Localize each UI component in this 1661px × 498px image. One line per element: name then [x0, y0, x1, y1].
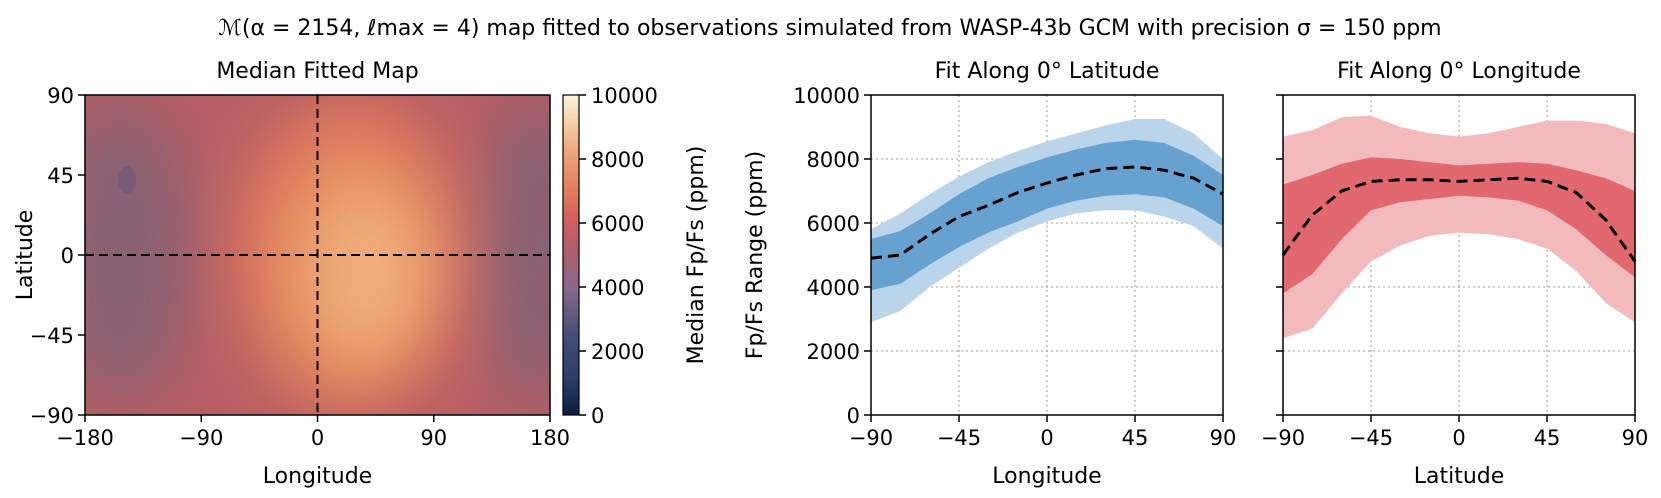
- latitude-fit-panel: Fit Along 0° Latitude −90 −45 0 45 90 10000 8…: [743, 59, 1236, 489]
- heatmap-ylabel: Latitude: [13, 210, 38, 301]
- heatmap-xtick-label: −90: [179, 426, 223, 450]
- longitude-fit-x-ticks: −90 −45 0 45 90: [1261, 415, 1649, 450]
- latitude-fit-xtick-label: −90: [849, 426, 893, 450]
- longitude-fit-panel: Fit Along 0° Longitude −90 −45 0 45 90 Latit…: [1261, 59, 1649, 489]
- latitude-fit-ytick-label: 0: [847, 404, 860, 428]
- heatmap-ytick-label: 90: [47, 84, 74, 108]
- colorbar-tick-label: 0: [591, 404, 604, 428]
- latitude-fit-median-line: [870, 165, 1224, 260]
- longitude-fit-median-line: [1281, 176, 1637, 263]
- latitude-fit-xtick-label: 0: [1040, 426, 1053, 450]
- longitude-fit-y-ticks: [1276, 94, 1283, 416]
- heatmap-cold-region-east: [480, 100, 550, 400]
- heatmap-map: [85, 95, 550, 415]
- latitude-fit-ytick-label: 8000: [807, 148, 860, 172]
- heatmap-coldspot-marker: [118, 166, 136, 194]
- colorbar-tick-label: 10000: [591, 84, 658, 108]
- heatmap-xtick-label: 0: [311, 426, 324, 450]
- latitude-fit-xtick-label: 45: [1122, 426, 1149, 450]
- latitude-fit-ylabel: Fp/Fs Range (ppm): [743, 151, 768, 359]
- colorbar-label: Median Fp/Fs (ppm): [684, 146, 709, 365]
- heatmap-y-ticks: 90 45 0 −45 −90: [30, 84, 85, 428]
- heatmap-xtick-label: 90: [420, 426, 447, 450]
- longitude-fit-xtick-label: −90: [1261, 426, 1305, 450]
- latitude-fit-ytick-label: 10000: [793, 84, 860, 108]
- heatmap-panel: Median Fitted Map −180 −90 0 90 180 90450−45…: [13, 59, 570, 489]
- latitude-fit-x-ticks: −90 −45 0 45 90: [849, 415, 1237, 450]
- heatmap-xtick-label: 180: [530, 426, 570, 450]
- colorbar-tick-label: 4000: [591, 276, 644, 300]
- longitude-fit-inner-band: [1283, 157, 1635, 294]
- longitude-fit-xtick-label: 0: [1452, 426, 1465, 450]
- colorbar-label-text: Median Fp/Fs (ppm): [684, 146, 709, 365]
- heatmap-cold-region-west: [85, 100, 190, 400]
- heatmap-x-ticks: −180 −90 0 90 180: [56, 415, 570, 450]
- heatmap-ytick-label: 45: [47, 164, 74, 188]
- heatmap-ytick-label: 0: [61, 244, 74, 268]
- latitude-fit-inner-band: [871, 139, 1223, 291]
- longitude-fit-xtick-label: 90: [1622, 426, 1649, 450]
- latitude-fit-title: Fit Along 0° Latitude: [935, 59, 1160, 84]
- longitude-fit-xlabel: Latitude: [1414, 464, 1505, 489]
- heatmap-xlabel: Longitude: [263, 464, 372, 489]
- colorbar-tick-label: 2000: [591, 340, 644, 364]
- colorbar: 10000 8000 6000 4000 2000 0 Median Fp/Fs (ppm…: [562, 84, 709, 428]
- latitude-fit-ytick-label: 4000: [807, 276, 860, 300]
- longitude-fit-xtick-label: 45: [1534, 426, 1561, 450]
- heatmap-ytick-label: −90: [30, 404, 74, 428]
- latitude-fit-ytick-label: 6000: [807, 212, 860, 236]
- latitude-fit-y-ticks: 10000 8000 6000 4000 2000 0: [793, 84, 871, 428]
- colorbar-tick-label: 8000: [591, 148, 644, 172]
- figure-suptitle: ℳ(α = 2154, ℓmax = 4) map fitted to obse…: [218, 16, 1441, 41]
- colorbar-ticks: 10000 8000 6000 4000 2000 0: [579, 84, 658, 428]
- heatmap-title: Median Fitted Map: [216, 59, 418, 84]
- colorbar-tick-label: 6000: [591, 212, 644, 236]
- colorbar-gradient: [562, 94, 580, 416]
- latitude-fit-xlabel: Longitude: [992, 464, 1101, 489]
- latitude-fit-xtick-label: −45: [937, 426, 981, 450]
- latitude-fit-xtick-label: 90: [1210, 426, 1237, 450]
- heatmap-xtick-label: −180: [56, 426, 114, 450]
- heatmap-ytick-label: −45: [30, 324, 74, 348]
- longitude-fit-title: Fit Along 0° Longitude: [1337, 59, 1581, 84]
- latitude-fit-ytick-label: 2000: [807, 340, 860, 364]
- heatmap-hotspot: [312, 192, 422, 352]
- longitude-fit-xtick-label: −45: [1349, 426, 1393, 450]
